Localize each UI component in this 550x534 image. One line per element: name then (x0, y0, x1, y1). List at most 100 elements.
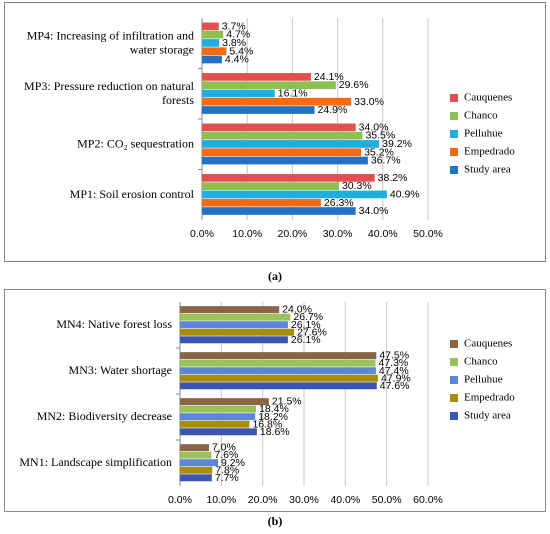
data-label: 5.4% (229, 45, 253, 57)
data-label: 24.0% (282, 304, 312, 316)
bar (202, 106, 315, 114)
bar (202, 39, 220, 47)
data-label: 16.8% (252, 418, 282, 430)
bar (202, 89, 275, 98)
bar (202, 182, 339, 191)
bar (202, 156, 368, 165)
data-label: 7.0% (212, 442, 236, 454)
data-label: 18.6% (260, 426, 290, 438)
x-tick-label: 50.0% (413, 228, 443, 240)
x-tick-label: 30.0% (323, 228, 353, 240)
data-label: 7.8% (215, 464, 239, 476)
x-tick-label: 0.0% (190, 228, 214, 240)
legend-label: Cauquenes (464, 338, 512, 350)
bar (202, 140, 380, 148)
data-label: 39.2% (382, 138, 412, 150)
x-tick-label: 10.0% (232, 228, 262, 240)
bar (202, 30, 224, 39)
bar (180, 459, 219, 467)
bar (180, 451, 212, 459)
bar (180, 352, 377, 360)
data-label: 47.6% (380, 380, 410, 392)
data-label: 34.0% (359, 205, 389, 217)
data-label: 29.6% (339, 79, 369, 91)
data-label: 47.9% (381, 372, 411, 384)
data-label: 3.7% (222, 20, 246, 32)
x-tick-label: 40.0% (330, 494, 360, 506)
bar (180, 367, 376, 375)
legend-label: Study area (464, 164, 511, 176)
bar (202, 97, 352, 106)
legend-swatch (450, 94, 458, 102)
legend-label: Chanco (464, 110, 498, 122)
x-tick-label: 20.0% (278, 228, 308, 240)
data-label: 18.2% (258, 411, 288, 423)
bar (180, 444, 209, 452)
data-label: 33.0% (354, 96, 384, 108)
data-label: 24.1% (314, 71, 344, 83)
bar (180, 321, 288, 329)
x-tick-label: 40.0% (368, 228, 398, 240)
legend-swatch (450, 412, 458, 420)
legend-swatch (450, 340, 458, 348)
bar (202, 198, 321, 207)
bar (202, 22, 219, 31)
y-tick-label: MP2: CO₂ sequestration (77, 136, 194, 150)
data-label: 30.3% (342, 180, 372, 192)
caption: (a) (268, 269, 282, 283)
y-tick-label: MP1: Soil erosion control (70, 187, 195, 201)
data-label: 7.7% (215, 472, 239, 484)
legend-label: Pelluhue (464, 128, 503, 140)
caption: (b) (268, 514, 283, 528)
data-label: 47.4% (379, 365, 409, 377)
bar (202, 207, 356, 215)
bar (180, 420, 250, 428)
legend-swatch (450, 112, 458, 120)
x-tick-label: 20.0% (248, 494, 278, 506)
data-label: 26.1% (291, 319, 321, 331)
data-label: 3.8% (222, 37, 246, 49)
legend-swatch (450, 376, 458, 384)
y-tick-label: MP3: Pressure reduction on natural forest… (24, 79, 195, 107)
data-label: 40.9% (390, 189, 420, 201)
bar (180, 474, 212, 482)
bar (202, 131, 363, 140)
bar (180, 328, 295, 336)
legend-swatch (450, 394, 458, 402)
bar (180, 413, 256, 421)
bar (202, 81, 336, 90)
bar (180, 428, 257, 436)
legend-label: Cauquenes (464, 92, 512, 104)
x-tick-label: 0.0% (168, 494, 192, 506)
bar (202, 55, 222, 64)
bar (180, 405, 257, 413)
data-label: 35.5% (365, 130, 395, 142)
data-label: 36.7% (371, 155, 401, 167)
legend-label: Empedrado (464, 146, 515, 158)
bar (180, 359, 376, 367)
bar (202, 73, 311, 81)
data-label: 34.0% (359, 121, 389, 133)
data-label: 18.4% (259, 403, 289, 415)
bar (180, 336, 288, 344)
data-label: 16.1% (278, 88, 308, 100)
x-tick-label: 30.0% (289, 494, 319, 506)
y-tick-label: MN2: Biodiversity decrease (37, 409, 172, 423)
data-label: 4.4% (225, 54, 249, 66)
legend-label: Pelluhue (464, 374, 503, 386)
bar (180, 313, 291, 321)
bar (202, 148, 362, 157)
data-label: 9.2% (221, 457, 245, 469)
bar (202, 123, 356, 132)
bar (180, 374, 378, 382)
y-tick-label: MN3: Water shortage (69, 363, 172, 377)
data-label: 26.7% (293, 311, 323, 323)
bar (180, 398, 269, 406)
data-label: 21.5% (272, 396, 302, 408)
data-label: 4.7% (226, 29, 250, 41)
legend-swatch (450, 130, 458, 138)
y-tick-label: MP4: Increasing of infiltration and water… (27, 28, 194, 56)
legend-swatch (450, 148, 458, 156)
data-label: 26.1% (291, 334, 321, 346)
